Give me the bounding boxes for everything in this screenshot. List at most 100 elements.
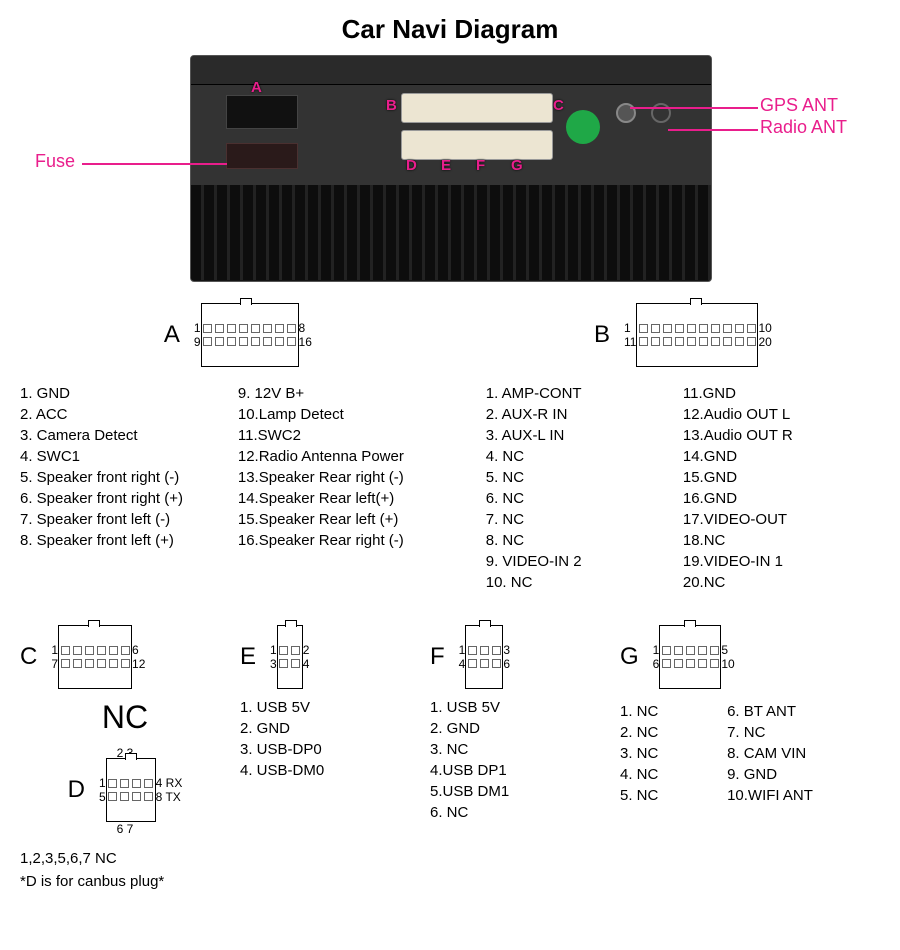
leader-gps bbox=[630, 107, 758, 109]
pn: 4 bbox=[303, 657, 310, 671]
label-e: E bbox=[441, 157, 451, 174]
pin-entry: 1. USB 5V bbox=[240, 699, 420, 716]
pin-entry: 6. NC bbox=[486, 490, 683, 507]
label-gps-ant: GPS ANT bbox=[760, 95, 838, 116]
letter-b: B bbox=[594, 321, 610, 349]
pn: 7 bbox=[51, 657, 58, 671]
conn-f-diagram bbox=[465, 625, 503, 689]
pin-entry: 20.NC bbox=[683, 574, 880, 591]
d-note1: 1,2,3,5,6,7 NC bbox=[20, 850, 230, 867]
pin-entry: 3. AUX-L IN bbox=[486, 427, 683, 444]
fuse-slot bbox=[226, 143, 298, 169]
pn: 4 bbox=[459, 657, 466, 671]
unit-diagram: A B C D E F G Fuse GPS ANT Radio ANT bbox=[20, 55, 880, 285]
pin-entry: 7. NC bbox=[727, 724, 880, 741]
page-title: Car Navi Diagram bbox=[20, 14, 880, 45]
pin-entry: 11.SWC2 bbox=[238, 427, 456, 444]
label-d: D bbox=[406, 157, 417, 174]
pin-entry: 4.USB DP1 bbox=[430, 762, 610, 779]
gps-ant-port bbox=[616, 103, 636, 123]
pin-entry: 1. GND bbox=[20, 385, 238, 402]
pn: 8 TX bbox=[156, 790, 183, 804]
qc-sticker bbox=[566, 110, 600, 144]
pn: 5 bbox=[721, 643, 734, 657]
label-radio-ant: Radio ANT bbox=[760, 117, 847, 138]
pin-entry: 19.VIDEO-IN 1 bbox=[683, 553, 880, 570]
g-pins-right: 6. BT ANT7. NC8. CAM VIN9. GND10.WIFI AN… bbox=[727, 699, 880, 808]
letter-e: E bbox=[240, 643, 256, 671]
pin-entry: 3. Camera Detect bbox=[20, 427, 238, 444]
pin-entry: 2. AUX-R IN bbox=[486, 406, 683, 423]
pn: 6 bbox=[132, 643, 145, 657]
pin-entry: 3. NC bbox=[430, 741, 610, 758]
c-nc: NC bbox=[20, 699, 230, 736]
e-pins: 1. USB 5V 2. GND 3. USB-DP0 4. USB-DM0 bbox=[240, 699, 420, 779]
pn: 16 bbox=[299, 335, 312, 349]
pn: 6 bbox=[503, 657, 510, 671]
connector-a-slot bbox=[226, 95, 298, 129]
pin-entry: 10.Lamp Detect bbox=[238, 406, 456, 423]
pn: 1 bbox=[194, 321, 201, 335]
conn-b-diagram bbox=[636, 303, 758, 367]
d-bot-nums: 6 7 bbox=[20, 822, 230, 836]
pn: 1 bbox=[51, 643, 58, 657]
label-fuse: Fuse bbox=[35, 151, 75, 172]
pin-entry: 7. Speaker front left (-) bbox=[20, 511, 238, 528]
letter-d: D bbox=[68, 776, 85, 804]
g-pins-left: 1. NC2. NC3. NC4. NC5. NC bbox=[620, 699, 727, 808]
pin-entry: 1. AMP-CONT bbox=[486, 385, 683, 402]
letter-c: C bbox=[20, 643, 37, 671]
pin-entry: 1. NC bbox=[620, 703, 727, 720]
leader-radio bbox=[668, 129, 758, 131]
pin-entry: 1. USB 5V bbox=[430, 699, 610, 716]
pin-entry: 8. CAM VIN bbox=[727, 745, 880, 762]
pin-entry: 17.VIDEO-OUT bbox=[683, 511, 880, 528]
pn: 20 bbox=[758, 335, 771, 349]
section-e: E 13 24 1. USB 5V2. GND3. USB-DP04. USB-… bbox=[240, 617, 420, 890]
section-g: G 16 510 1. NC2. NC3. NC4. NC5. NC 6. BT… bbox=[620, 617, 880, 890]
pn: 8 bbox=[299, 321, 312, 335]
pin-entry: 2. GND bbox=[240, 720, 420, 737]
pin-entry: 4. USB-DM0 bbox=[240, 762, 420, 779]
pn: 5 bbox=[99, 790, 106, 804]
pin-entry: 4. SWC1 bbox=[20, 448, 238, 465]
pin-entry: 6. BT ANT bbox=[727, 703, 880, 720]
pin-entry: 6. Speaker front right (+) bbox=[20, 490, 238, 507]
conn-g-diagram bbox=[659, 625, 721, 689]
pin-entry: 4. NC bbox=[620, 766, 727, 783]
pin-entry: 10.WIFI ANT bbox=[727, 787, 880, 804]
letter-f: F bbox=[430, 643, 445, 671]
d-note2: *D is for canbus plug* bbox=[20, 873, 230, 890]
pin-entry: 14.Speaker Rear left(+) bbox=[238, 490, 456, 507]
label-g: G bbox=[511, 157, 523, 174]
pin-entry: 16.GND bbox=[683, 490, 880, 507]
pn: 1 bbox=[624, 321, 636, 335]
pin-entry: 9. 12V B+ bbox=[238, 385, 456, 402]
conn-a-diagram bbox=[201, 303, 299, 367]
pin-entry: 2. NC bbox=[620, 724, 727, 741]
pin-entry: 18.NC bbox=[683, 532, 880, 549]
letter-g: G bbox=[620, 643, 639, 671]
section-cd: C 17 612 NC 2 3 D 15 4 RX8 TX 6 7 1,2,3,… bbox=[20, 617, 230, 890]
pin-entry: 9. VIDEO-IN 2 bbox=[486, 553, 683, 570]
section-b: B 111 1020 1. AMP-CONT2. AUX-R IN3. AUX-… bbox=[466, 295, 880, 595]
pn: 1 bbox=[99, 776, 106, 790]
pin-entry: 5. NC bbox=[620, 787, 727, 804]
pin-entry: 6. NC bbox=[430, 804, 610, 821]
label-a: A bbox=[251, 79, 262, 96]
conn-c-diagram bbox=[58, 625, 132, 689]
pin-entry: 3. USB-DP0 bbox=[240, 741, 420, 758]
letter-a: A bbox=[164, 321, 180, 349]
pin-entry: 15.GND bbox=[683, 469, 880, 486]
label-b: B bbox=[386, 97, 397, 114]
section-a: A 19 816 1. GND2. ACC3. Camera Detect4. … bbox=[20, 295, 466, 595]
pn: 9 bbox=[194, 335, 201, 349]
pn: 2 bbox=[303, 643, 310, 657]
pin-entry: 7. NC bbox=[486, 511, 683, 528]
pn: 1 bbox=[270, 643, 277, 657]
pn: 11 bbox=[624, 335, 636, 349]
pin-entry: 14.GND bbox=[683, 448, 880, 465]
pn: 6 bbox=[653, 657, 660, 671]
label-c: C bbox=[553, 97, 564, 114]
connector-bc-slot bbox=[401, 93, 553, 123]
